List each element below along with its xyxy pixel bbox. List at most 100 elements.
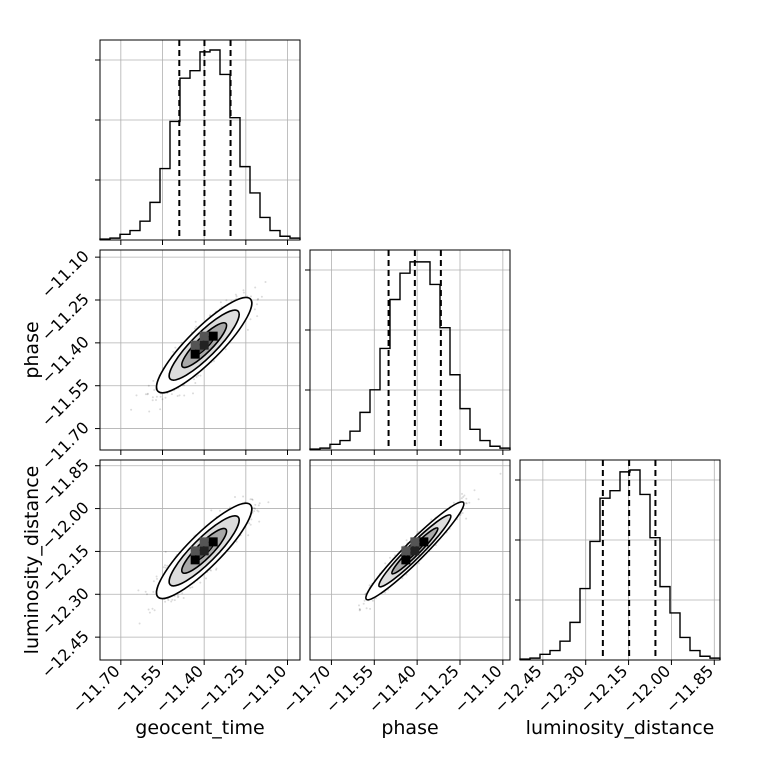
sample-point <box>219 509 221 512</box>
sample-point <box>463 494 466 497</box>
sample-point <box>164 550 167 553</box>
sample-point <box>135 394 138 397</box>
sample-point <box>384 562 387 565</box>
sample-point <box>256 315 259 318</box>
sample-point <box>247 534 250 537</box>
sample-point <box>234 496 236 498</box>
sample-point <box>181 592 184 595</box>
sample-point <box>178 394 181 397</box>
histogram-geocent_time <box>99 49 301 240</box>
panel-frame-1-2 <box>309 459 511 661</box>
panel-frame-2-2 <box>519 459 721 661</box>
panel-frame-0-2 <box>99 459 301 661</box>
sample-point <box>369 607 372 610</box>
y-axis-label-luminosity_distance: luminosity_distance <box>21 466 43 655</box>
sample-point <box>170 600 173 603</box>
sample-point <box>144 590 147 593</box>
sample-point <box>194 382 197 384</box>
sample-point <box>250 295 252 298</box>
sample-point <box>254 286 257 289</box>
x-axis-label-luminosity_distance: luminosity_distance <box>526 717 715 739</box>
panel-frame-0-0 <box>99 39 301 241</box>
y-tick-label: −11.10 <box>38 247 93 302</box>
sample-point <box>499 472 502 475</box>
density-block <box>199 340 209 350</box>
sample-point <box>156 577 158 580</box>
sample-point <box>260 295 263 298</box>
sample-point <box>257 510 260 513</box>
sample-point <box>461 492 463 495</box>
sample-point <box>197 374 200 377</box>
sample-point <box>363 599 366 602</box>
sample-point <box>159 408 162 411</box>
sample-point <box>164 564 166 567</box>
sample-point <box>189 586 192 589</box>
sample-point <box>155 575 158 578</box>
sample-point <box>405 573 408 576</box>
sample-point <box>256 509 259 512</box>
sample-point <box>146 593 148 596</box>
sample-point <box>253 507 256 509</box>
sample-point <box>199 374 202 377</box>
sample-point <box>195 325 198 328</box>
density-block <box>410 537 420 547</box>
grid-1-2 <box>310 460 510 660</box>
sample-point <box>251 498 254 501</box>
sample-point <box>362 602 365 605</box>
sample-point <box>253 510 256 513</box>
sample-point <box>459 513 462 516</box>
sample-point <box>192 392 194 395</box>
sample-point <box>155 395 158 398</box>
panel-frame-0-1 <box>99 249 301 451</box>
sample-point <box>462 495 465 498</box>
sample-point <box>465 517 468 520</box>
sample-point <box>225 299 228 302</box>
sample-point <box>215 567 218 570</box>
sample-point <box>358 609 361 612</box>
sample-point <box>405 539 408 542</box>
sample-point <box>250 518 253 521</box>
density-block <box>190 340 200 350</box>
sample-point <box>152 580 155 583</box>
sample-point <box>151 607 154 610</box>
sample-point <box>183 394 186 397</box>
sample-point <box>452 501 455 504</box>
sample-point <box>176 596 179 599</box>
sample-point <box>144 393 147 396</box>
sample-point <box>174 346 177 349</box>
sample-point <box>235 540 238 543</box>
sample-point <box>173 599 176 602</box>
sample-point <box>151 396 154 399</box>
grid-0-1 <box>100 250 300 450</box>
sample-point <box>473 489 476 492</box>
histogram-phase <box>309 261 511 450</box>
sample-point <box>389 556 391 559</box>
sample-point <box>234 293 237 296</box>
density-block <box>401 546 411 556</box>
sample-point <box>147 384 150 387</box>
sample-point <box>137 589 140 592</box>
sample-point <box>167 599 170 602</box>
sample-point <box>210 569 212 572</box>
sample-point <box>152 590 155 593</box>
density-block <box>208 331 218 341</box>
sample-point <box>254 503 257 506</box>
sample-point <box>164 396 167 399</box>
sample-point <box>477 498 480 501</box>
sample-point <box>468 501 471 504</box>
sample-point <box>148 410 151 413</box>
y-axis-label-phase: phase <box>21 321 43 378</box>
sample-point <box>249 498 252 501</box>
sample-point <box>130 408 133 411</box>
sample-point <box>246 328 249 331</box>
sample-point <box>465 502 468 505</box>
sample-point <box>155 399 157 401</box>
sample-point <box>258 502 261 505</box>
sample-point <box>253 308 256 311</box>
panel-frame-1-1 <box>309 249 511 451</box>
x-axis-label-phase: phase <box>381 717 438 739</box>
sample-point <box>213 360 215 363</box>
sample-point <box>430 518 433 521</box>
sample-point <box>182 597 185 599</box>
